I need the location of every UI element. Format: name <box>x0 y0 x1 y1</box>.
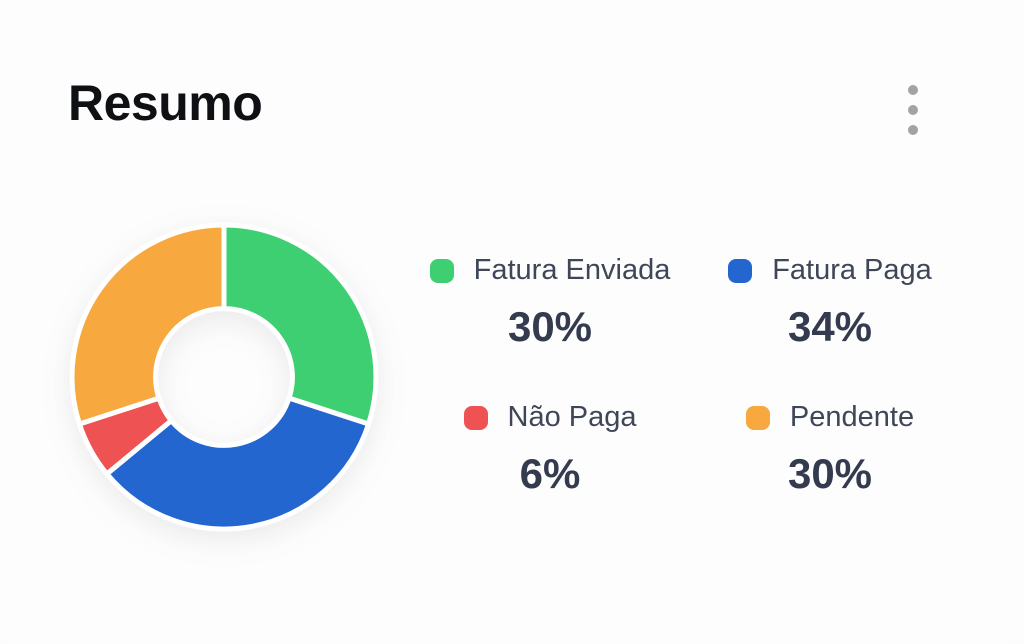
donut-segment-fatura-paga[interactable] <box>103 394 372 532</box>
legend-head: Fatura Enviada <box>429 254 671 287</box>
legend-item-nao-paga[interactable]: Não Paga 6% <box>410 401 690 498</box>
legend-value: 30% <box>507 303 593 350</box>
legend-swatch-red <box>463 405 488 430</box>
legend-value: 34% <box>787 303 873 350</box>
legend-label: Pendente <box>789 401 915 433</box>
legend-value: 6% <box>519 450 581 497</box>
legend-swatch-orange <box>745 405 770 430</box>
donut-segment-fatura-enviada[interactable] <box>221 222 379 428</box>
chart-legend: Fatura Enviada 30% Fatura Paga 34% Não P… <box>410 254 970 498</box>
legend-item-fatura-paga[interactable]: Fatura Paga 34% <box>690 254 970 351</box>
legend-value: 30% <box>787 450 873 497</box>
kebab-dot <box>908 105 918 115</box>
donut-segment-pendente[interactable] <box>69 222 227 428</box>
kebab-menu-icon[interactable] <box>898 80 928 140</box>
legend-head: Pendente <box>745 401 915 434</box>
legend-head: Fatura Paga <box>728 254 932 287</box>
legend-label: Não Paga <box>507 401 637 433</box>
legend-swatch-green <box>429 258 454 283</box>
legend-item-fatura-enviada[interactable]: Fatura Enviada 30% <box>410 254 690 351</box>
donut-chart-svg <box>69 222 379 532</box>
kebab-dot <box>908 125 918 135</box>
page-title: Resumo <box>68 75 263 131</box>
legend-head: Não Paga <box>463 401 637 434</box>
donut-chart <box>54 207 394 547</box>
kebab-dot <box>908 85 918 95</box>
legend-label: Fatura Paga <box>772 254 932 286</box>
legend-item-pendente[interactable]: Pendente 30% <box>690 401 970 498</box>
legend-label: Fatura Enviada <box>473 254 671 286</box>
legend-swatch-blue <box>728 258 753 283</box>
